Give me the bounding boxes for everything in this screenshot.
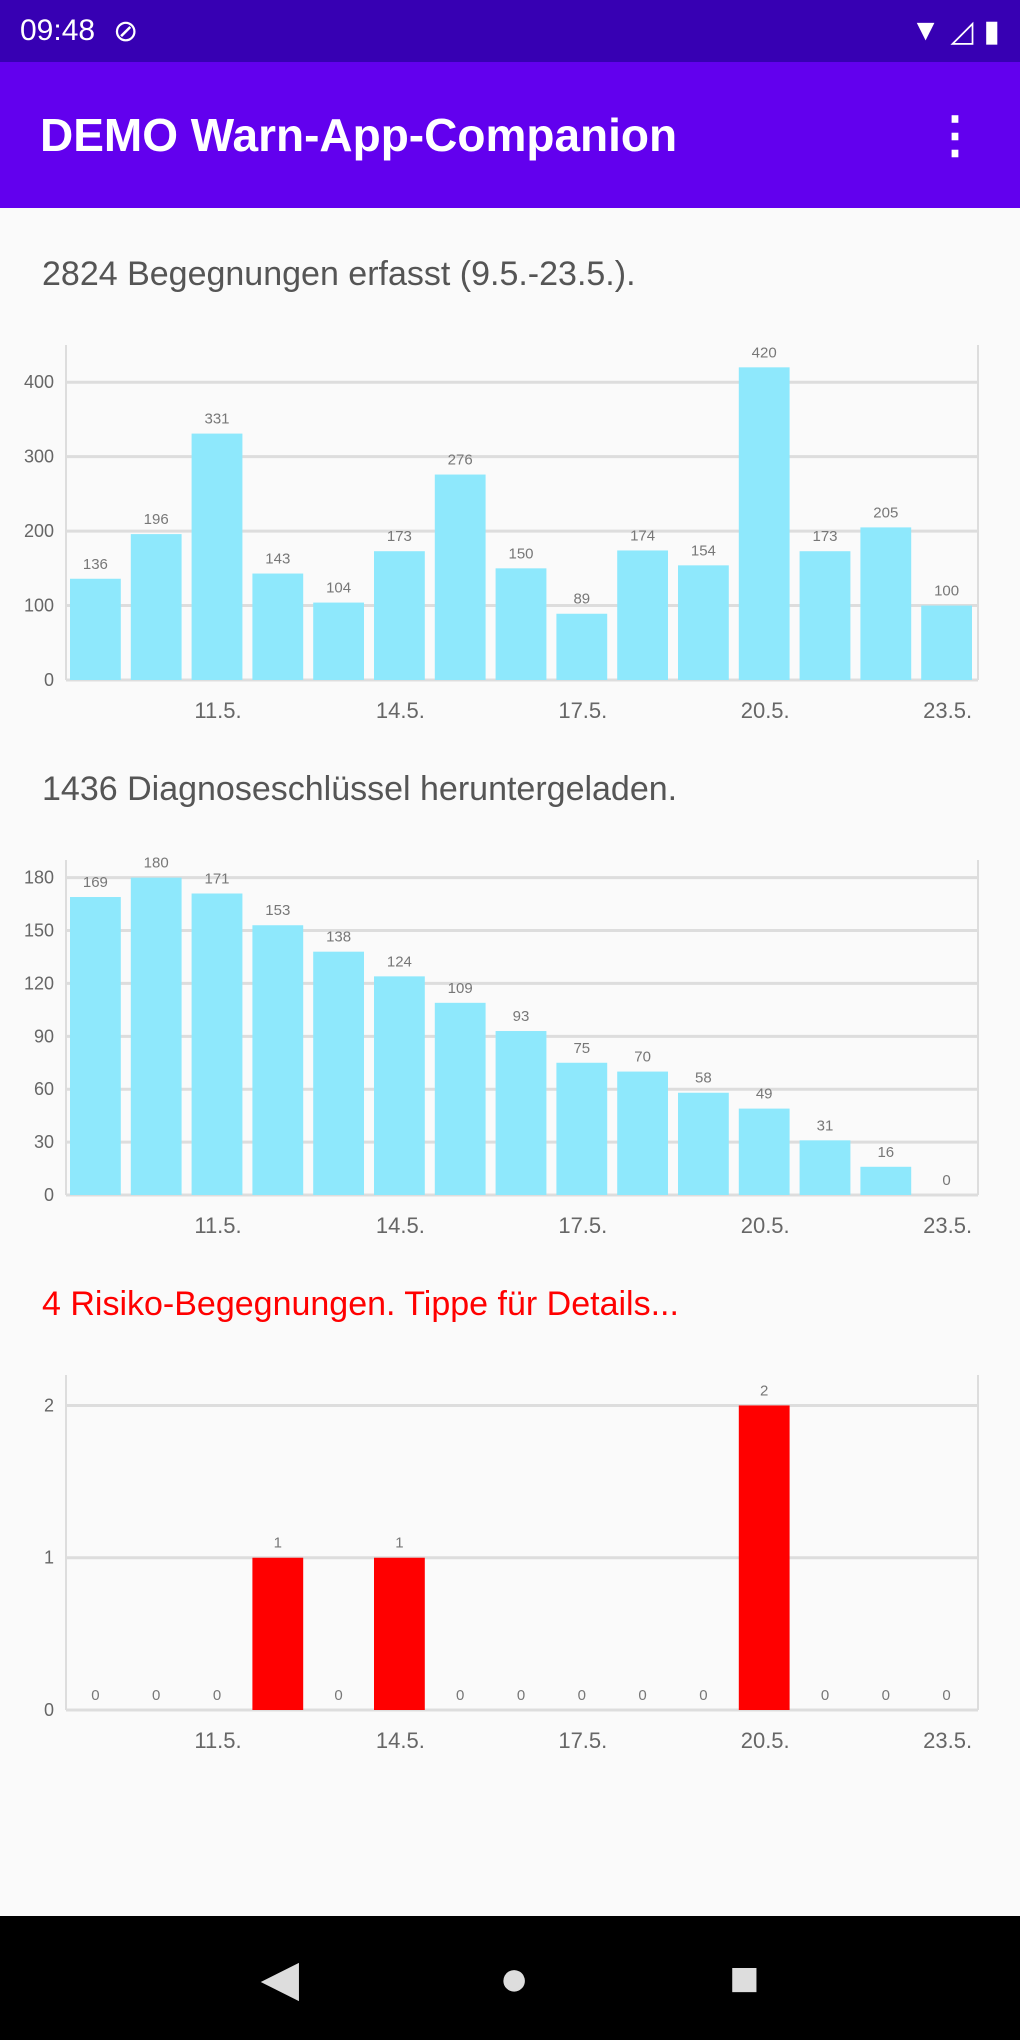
- risk-encounters-chart[interactable]: 0 1 2 0 0 0 1 0 1 0 0 0 0 0 2 0 0 0 11.5. 14.5. 17.5. 20.5. 23…: [0, 1365, 1020, 1755]
- home-icon[interactable]: ●: [499, 1950, 530, 2006]
- do-not-disturb-icon: ⊘: [113, 14, 139, 48]
- svg-text:331: 331: [204, 411, 229, 428]
- svg-text:20.5.: 20.5.: [741, 1213, 790, 1238]
- svg-text:143: 143: [265, 551, 290, 568]
- svg-text:180: 180: [24, 868, 54, 888]
- app-bar: DEMO Warn-App-Companion ⋮: [0, 62, 1020, 208]
- app-title: DEMO Warn-App-Companion: [40, 109, 678, 161]
- svg-text:1: 1: [274, 1535, 282, 1552]
- svg-text:0: 0: [578, 1687, 586, 1704]
- battery-icon: ▮: [983, 14, 1000, 48]
- svg-text:136: 136: [83, 556, 108, 573]
- svg-text:2: 2: [44, 1395, 54, 1415]
- svg-text:0: 0: [213, 1687, 221, 1704]
- status-time: 09:48: [20, 14, 96, 47]
- svg-text:420: 420: [752, 344, 777, 361]
- svg-text:0: 0: [942, 1172, 950, 1189]
- svg-text:89: 89: [573, 591, 590, 608]
- svg-text:0: 0: [456, 1687, 464, 1704]
- svg-text:205: 205: [873, 504, 898, 521]
- svg-text:400: 400: [24, 372, 54, 392]
- svg-text:16: 16: [877, 1144, 894, 1161]
- recents-icon[interactable]: ■: [729, 1950, 760, 2006]
- svg-text:90: 90: [34, 1026, 54, 1046]
- svg-text:150: 150: [508, 545, 533, 562]
- svg-text:1: 1: [395, 1535, 403, 1552]
- svg-text:23.5.: 23.5.: [923, 1213, 972, 1238]
- svg-text:20.5.: 20.5.: [741, 698, 790, 723]
- svg-text:100: 100: [934, 583, 959, 600]
- svg-text:138: 138: [326, 929, 351, 946]
- svg-text:180: 180: [144, 855, 169, 872]
- svg-text:60: 60: [34, 1079, 54, 1099]
- svg-text:30: 30: [34, 1132, 54, 1152]
- svg-text:0: 0: [942, 1687, 950, 1704]
- more-vert-icon[interactable]: ⋮: [930, 107, 980, 163]
- svg-text:17.5.: 17.5.: [558, 1728, 607, 1753]
- svg-text:75: 75: [573, 1040, 590, 1057]
- svg-text:150: 150: [24, 921, 54, 941]
- svg-text:0: 0: [334, 1687, 342, 1704]
- svg-text:23.5.: 23.5.: [923, 698, 972, 723]
- svg-text:1: 1: [44, 1548, 54, 1568]
- encounters-chart: 0 100 200 300 400 136 196 331 143 104 173 276 150 89 1…: [24, 344, 979, 723]
- svg-text:104: 104: [326, 580, 351, 597]
- svg-text:0: 0: [152, 1687, 160, 1704]
- encounters-heading: 2824 Begegnungen erfasst (9.5.-23.5.).: [42, 255, 636, 293]
- signal-icon: ◿: [950, 14, 974, 48]
- svg-text:100: 100: [24, 596, 54, 616]
- svg-text:93: 93: [513, 1008, 530, 1025]
- svg-text:276: 276: [448, 452, 473, 469]
- svg-text:196: 196: [144, 511, 169, 528]
- svg-text:171: 171: [204, 871, 229, 888]
- svg-text:70: 70: [634, 1049, 651, 1066]
- svg-text:17.5.: 17.5.: [558, 1213, 607, 1238]
- svg-text:14.5.: 14.5.: [376, 698, 425, 723]
- svg-text:49: 49: [756, 1086, 773, 1103]
- svg-text:169: 169: [83, 874, 108, 891]
- svg-text:0: 0: [44, 1700, 54, 1720]
- svg-text:200: 200: [24, 521, 54, 541]
- wifi-icon: ▼: [910, 14, 941, 47]
- svg-text:174: 174: [630, 527, 655, 544]
- navigation-bar: ◀ ● ■: [0, 1916, 1020, 2040]
- svg-text:0: 0: [91, 1687, 99, 1704]
- diagnosis-keys-chart: 0 30 60 90 120 150 180 169 180 171 153 138 124 109 93 7…: [24, 855, 979, 1238]
- svg-text:0: 0: [882, 1687, 890, 1704]
- status-bar: 09:48 ⊘ ▼ ◿ ▮: [0, 0, 1020, 62]
- svg-text:173: 173: [387, 528, 412, 545]
- svg-text:109: 109: [448, 980, 473, 997]
- svg-text:31: 31: [817, 1117, 834, 1134]
- svg-text:0: 0: [638, 1687, 646, 1704]
- svg-text:0: 0: [44, 1185, 54, 1205]
- svg-text:11.5.: 11.5.: [194, 698, 241, 723]
- svg-text:153: 153: [265, 902, 290, 919]
- svg-text:17.5.: 17.5.: [558, 698, 607, 723]
- svg-text:23.5.: 23.5.: [923, 1728, 972, 1753]
- back-icon[interactable]: ◀: [260, 1950, 300, 2006]
- svg-text:11.5.: 11.5.: [194, 1728, 241, 1753]
- svg-text:300: 300: [24, 447, 54, 467]
- diagnosis-keys-heading: 1436 Diagnoseschlüssel heruntergeladen.: [42, 770, 678, 808]
- svg-text:20.5.: 20.5.: [741, 1728, 790, 1753]
- svg-text:124: 124: [387, 953, 412, 970]
- svg-text:14.5.: 14.5.: [376, 1213, 425, 1238]
- svg-text:154: 154: [691, 542, 716, 559]
- svg-text:173: 173: [812, 528, 837, 545]
- svg-text:0: 0: [699, 1687, 707, 1704]
- svg-text:2: 2: [760, 1382, 768, 1399]
- svg-text:11.5.: 11.5.: [194, 1213, 241, 1238]
- svg-text:14.5.: 14.5.: [376, 1728, 425, 1753]
- risk-encounters-link[interactable]: 4 Risiko-Begegnungen. Tippe für Details.…: [42, 1285, 679, 1323]
- svg-text:120: 120: [24, 973, 54, 993]
- svg-text:0: 0: [517, 1687, 525, 1704]
- svg-text:0: 0: [821, 1687, 829, 1704]
- svg-text:0: 0: [44, 670, 54, 690]
- svg-text:58: 58: [695, 1070, 712, 1087]
